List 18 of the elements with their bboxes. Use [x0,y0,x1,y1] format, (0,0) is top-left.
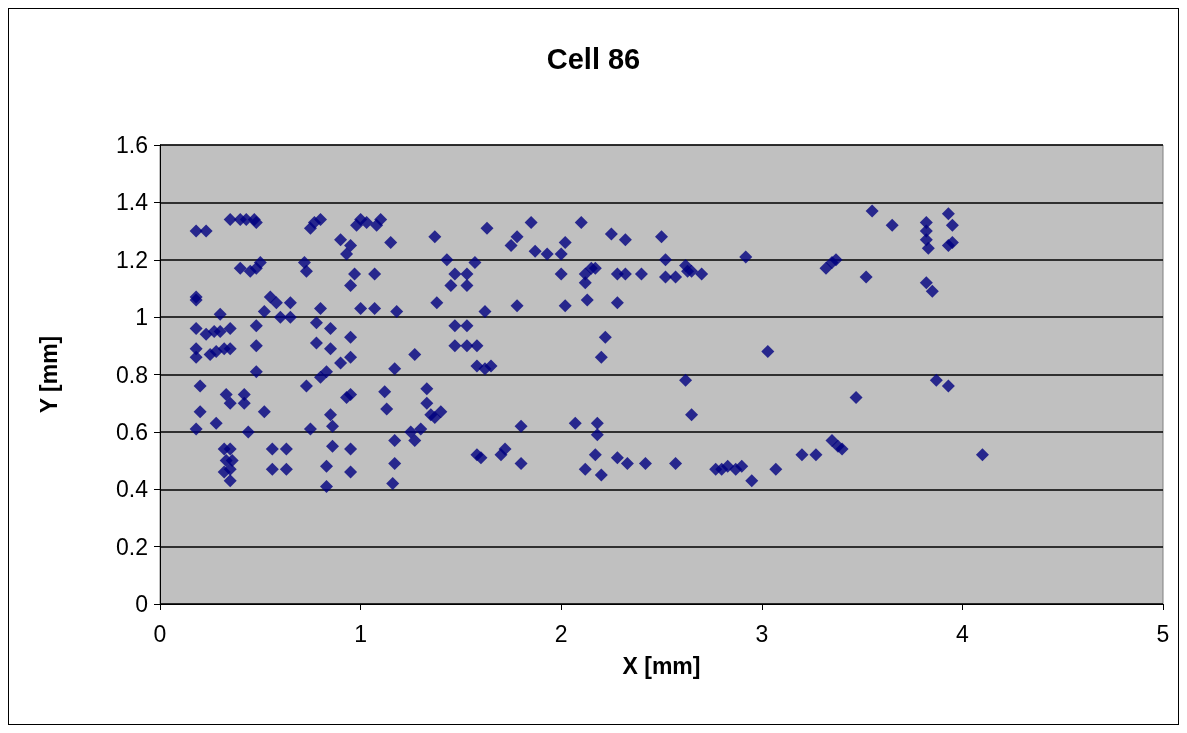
y-tick-label: 1.6 [116,132,148,158]
y-tick-label: 0.6 [116,418,148,445]
x-tick-label: 5 [1156,620,1170,647]
y-tick-label: 1.2 [116,246,148,273]
x-tick-label: 2 [554,620,568,647]
y-axis-title: Y [mm] [35,335,62,414]
x-tick-label: 3 [755,620,769,647]
y-tick-label: 1.4 [116,189,149,216]
y-tick-label: 0 [135,591,148,617]
x-axis-title: X [mm] [622,652,701,679]
x-tick-label: 4 [956,620,969,647]
y-tick-label: 0.2 [116,533,148,560]
chart-title: Cell 86 [546,42,641,75]
y-tick-label: 0.4 [116,476,149,503]
y-tick-label: 0.8 [116,361,148,388]
x-tick-label: 0 [153,620,167,647]
x-tick-label: 1 [354,620,367,647]
y-tick-label: 1 [135,304,148,331]
